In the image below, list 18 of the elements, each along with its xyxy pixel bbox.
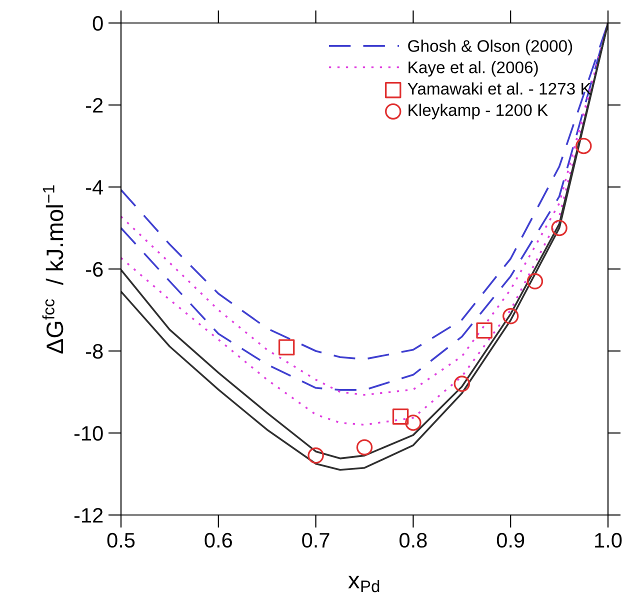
y-tick-label: -4 [86, 180, 104, 195]
y-tick-label: 0 [92, 16, 103, 31]
y-tick-label: -10 [74, 426, 103, 441]
y-tick-label: -2 [86, 98, 103, 113]
y-tick-label: -12 [74, 508, 103, 523]
x-tick-label: 0.6 [204, 532, 232, 548]
x-tick-label: 0.8 [400, 532, 427, 548]
x-tick-label: 0.9 [496, 532, 524, 548]
x-tick-label: 0.7 [302, 532, 330, 548]
legend-label: Kleykamp - 1200 K [408, 104, 548, 120]
y-tick-label: -6 [86, 262, 103, 277]
y-axis-title: ΔG$^{fcc}$ / kJ.mol$^{−1}$ [42, 185, 64, 354]
x-axis-title: x$_{Pd}$ [348, 576, 380, 592]
y-tick-label: -8 [86, 344, 103, 359]
legend-label: Ghosh & Olson (2000) [408, 40, 572, 56]
x-tick-label: 0.5 [107, 532, 135, 548]
legend-label: Kaye et al. (2006) [408, 61, 538, 77]
x-tick-label: 1.0 [595, 532, 622, 548]
